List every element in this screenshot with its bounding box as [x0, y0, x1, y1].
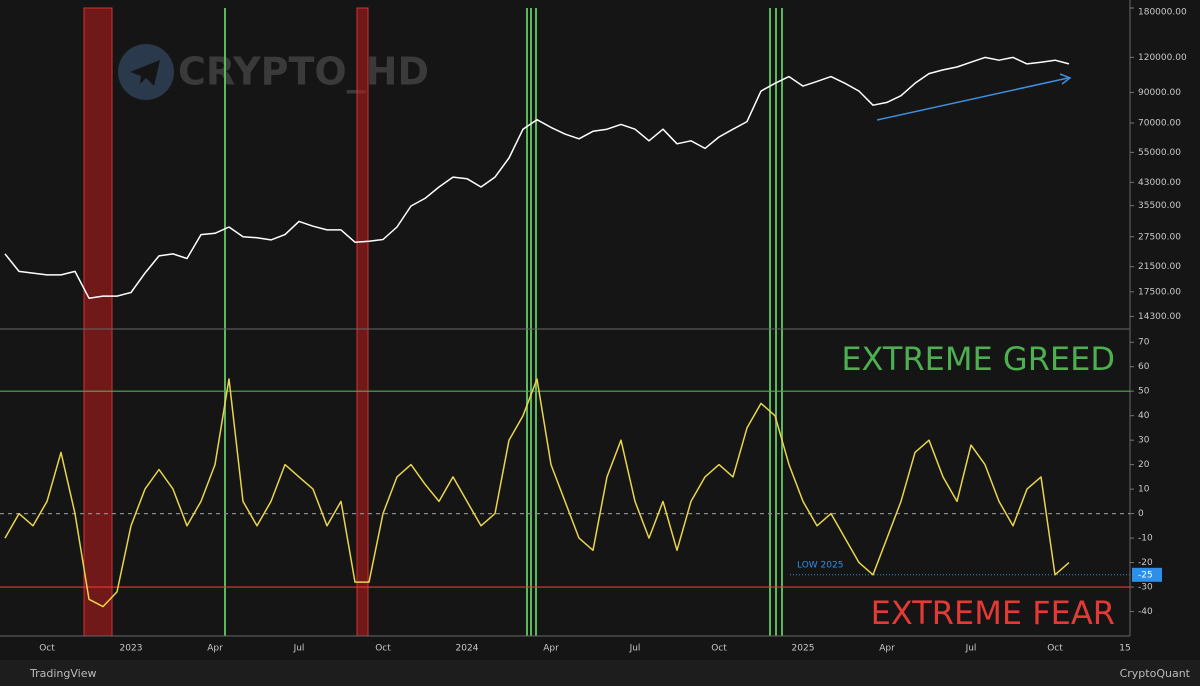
- x-tick-label: Apr: [543, 644, 559, 654]
- low-value-label: -25: [1138, 570, 1153, 580]
- y-tick-label: 40: [1138, 411, 1150, 421]
- y-tick-label: 70000.00: [1138, 119, 1181, 129]
- watermark-text: CRYPTO_HD: [178, 50, 429, 94]
- series-line: [4, 56, 1070, 299]
- y-tick-label: 21500.00: [1138, 262, 1181, 272]
- trend-arrow: [876, 77, 1069, 121]
- x-tick-label: Apr: [207, 644, 223, 654]
- y-tick-label: 35500.00: [1138, 201, 1181, 211]
- footer-bar: [0, 660, 1200, 686]
- x-tick-label: Apr: [879, 644, 895, 654]
- x-tick-label: 2025: [792, 644, 815, 654]
- fear-band: [83, 7, 113, 637]
- x-tick-label: Oct: [375, 644, 391, 654]
- y-tick-label: -10: [1138, 534, 1153, 544]
- level-label: EXTREME FEAR: [871, 594, 1115, 632]
- watermark-icon-plane: [130, 60, 160, 86]
- x-tick-label: Oct: [1047, 644, 1063, 654]
- low-value-box: [1132, 567, 1162, 582]
- y-tick-label: 55000.00: [1138, 148, 1181, 158]
- footer-right: CryptoQuant: [1120, 667, 1191, 680]
- y-tick-label: 180000.00: [1138, 8, 1187, 18]
- x-tick-label: 2023: [120, 644, 143, 654]
- x-tick-label: Jul: [965, 644, 977, 654]
- watermark: CRYPTO_HD: [118, 44, 429, 100]
- low-label: LOW 2025: [797, 560, 843, 570]
- y-tick-label: 43000.00: [1138, 178, 1181, 188]
- y-tick-label: 90000.00: [1138, 88, 1181, 98]
- y-tick-label: 17500.00: [1138, 287, 1181, 297]
- y-tick-label: 50: [1138, 387, 1150, 397]
- x-tick-label: 15: [1119, 644, 1130, 654]
- highlight-bands: [83, 7, 783, 637]
- y-tick-label: 30: [1138, 436, 1150, 446]
- footer-left: TradingView: [29, 667, 96, 680]
- y-tick-label: 10: [1138, 485, 1150, 495]
- x-tick-label: 2024: [456, 644, 479, 654]
- y-tick-label: 120000.00: [1138, 53, 1187, 63]
- y-tick-label: 0: [1138, 509, 1144, 519]
- trend-arrow-head: [1059, 73, 1072, 85]
- y-tick-label: 70: [1138, 338, 1150, 348]
- y-tick-label: 20: [1138, 460, 1150, 470]
- fear-band: [356, 7, 369, 637]
- y-tick-label: -40: [1138, 607, 1153, 617]
- x-tick-label: Jul: [629, 644, 641, 654]
- y-tick-label: 27500.00: [1138, 232, 1181, 242]
- y-tick-label: 60: [1138, 362, 1150, 372]
- y-tick-label: -30: [1138, 583, 1153, 593]
- x-tick-label: Oct: [39, 644, 55, 654]
- level-label: EXTREME GREED: [841, 340, 1115, 378]
- x-tick-label: Oct: [711, 644, 727, 654]
- y-tick-label: -20: [1138, 558, 1153, 568]
- series-line: [4, 378, 1070, 608]
- x-tick-label: Jul: [293, 644, 305, 654]
- y-tick-label: 14300.00: [1138, 312, 1181, 322]
